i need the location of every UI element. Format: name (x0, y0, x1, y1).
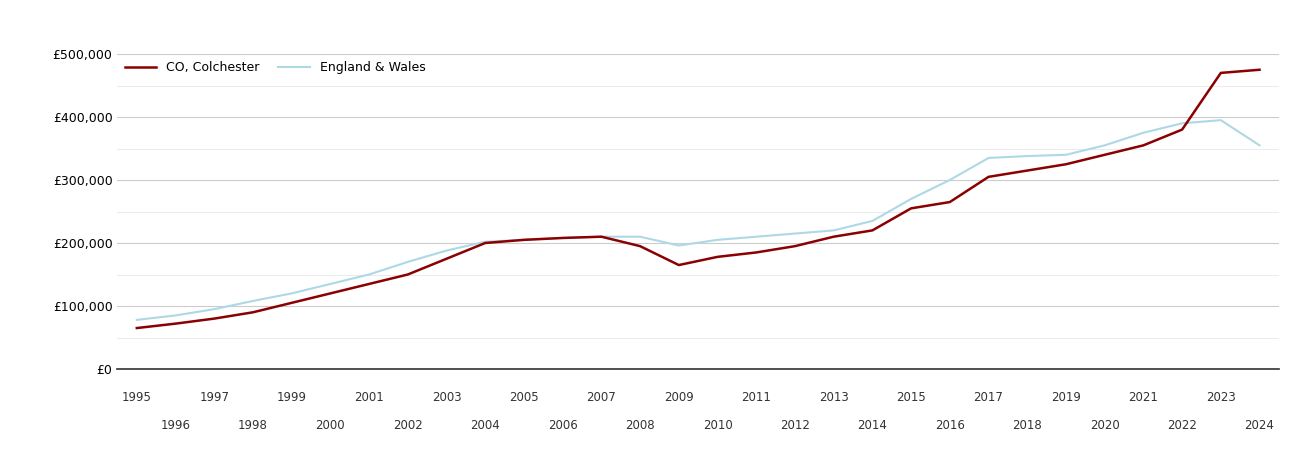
Text: 2022: 2022 (1167, 419, 1197, 432)
Text: 2021: 2021 (1129, 391, 1159, 404)
Text: 2013: 2013 (818, 391, 848, 404)
CO, Colchester (283, 300, 299, 306)
CO, Colchester (245, 310, 261, 315)
CO, Colchester (555, 235, 570, 241)
England & Wales (361, 272, 377, 277)
CO, Colchester (1135, 143, 1151, 148)
Text: 2001: 2001 (354, 391, 384, 404)
England & Wales (671, 243, 686, 248)
Text: 2017: 2017 (974, 391, 1004, 404)
Legend: CO, Colchester, England & Wales: CO, Colchester, England & Wales (120, 57, 431, 80)
England & Wales (594, 234, 609, 239)
CO, Colchester (748, 250, 763, 255)
Text: 2008: 2008 (625, 419, 655, 432)
Text: 2012: 2012 (780, 419, 810, 432)
CO, Colchester (206, 316, 222, 321)
England & Wales (826, 228, 842, 233)
Text: 1997: 1997 (200, 391, 230, 404)
England & Wales (1135, 130, 1151, 135)
Text: 2023: 2023 (1206, 391, 1236, 404)
CO, Colchester (1096, 152, 1112, 158)
CO, Colchester (903, 206, 919, 211)
England & Wales (1019, 153, 1035, 159)
England & Wales (942, 177, 958, 183)
CO, Colchester (322, 291, 338, 296)
Text: 2000: 2000 (316, 419, 346, 432)
Text: 2019: 2019 (1051, 391, 1081, 404)
England & Wales (903, 196, 919, 202)
England & Wales (555, 235, 570, 241)
CO, Colchester (1174, 127, 1190, 132)
Text: 2006: 2006 (548, 419, 578, 432)
Text: 2020: 2020 (1090, 419, 1120, 432)
England & Wales (438, 248, 454, 253)
England & Wales (399, 259, 415, 265)
Text: 2024: 2024 (1245, 419, 1275, 432)
CO, Colchester (361, 281, 377, 287)
CO, Colchester (1212, 70, 1228, 76)
England & Wales (1096, 143, 1112, 148)
CO, Colchester (826, 234, 842, 239)
England & Wales (632, 234, 647, 239)
Text: 2016: 2016 (934, 419, 964, 432)
England & Wales (787, 231, 803, 236)
Text: 2002: 2002 (393, 419, 423, 432)
England & Wales (1212, 117, 1228, 123)
CO, Colchester (710, 254, 726, 260)
Text: 2018: 2018 (1013, 419, 1043, 432)
CO, Colchester (865, 228, 881, 233)
England & Wales (478, 239, 493, 244)
CO, Colchester (478, 240, 493, 246)
Text: 2007: 2007 (586, 391, 616, 404)
Text: 1998: 1998 (238, 419, 268, 432)
Text: 2005: 2005 (509, 391, 539, 404)
England & Wales (1174, 121, 1190, 126)
Text: 2009: 2009 (664, 391, 694, 404)
England & Wales (748, 234, 763, 239)
Text: 2004: 2004 (470, 419, 500, 432)
CO, Colchester (1019, 168, 1035, 173)
CO, Colchester (787, 243, 803, 249)
CO, Colchester (594, 234, 609, 239)
England & Wales (981, 155, 997, 161)
CO, Colchester (168, 321, 184, 326)
England & Wales (1058, 152, 1074, 158)
England & Wales (206, 306, 222, 312)
Line: CO, Colchester: CO, Colchester (137, 70, 1259, 328)
England & Wales (283, 291, 299, 296)
England & Wales (710, 237, 726, 243)
CO, Colchester (942, 199, 958, 205)
Text: 2015: 2015 (897, 391, 927, 404)
Text: 2003: 2003 (432, 391, 462, 404)
CO, Colchester (632, 243, 647, 249)
CO, Colchester (1251, 67, 1267, 72)
England & Wales (129, 317, 145, 323)
CO, Colchester (399, 272, 415, 277)
Text: 2011: 2011 (741, 391, 771, 404)
CO, Colchester (438, 256, 454, 261)
CO, Colchester (1058, 162, 1074, 167)
CO, Colchester (671, 262, 686, 268)
Text: 2010: 2010 (702, 419, 732, 432)
Text: 1995: 1995 (121, 391, 151, 404)
England & Wales (168, 313, 184, 318)
England & Wales (517, 237, 532, 243)
England & Wales (1251, 143, 1267, 148)
CO, Colchester (129, 325, 145, 331)
Line: England & Wales: England & Wales (137, 120, 1259, 320)
Text: 1996: 1996 (161, 419, 191, 432)
England & Wales (322, 281, 338, 287)
Text: 1999: 1999 (277, 391, 307, 404)
CO, Colchester (517, 237, 532, 243)
England & Wales (245, 298, 261, 304)
Text: 2014: 2014 (857, 419, 887, 432)
CO, Colchester (981, 174, 997, 180)
England & Wales (865, 218, 881, 224)
